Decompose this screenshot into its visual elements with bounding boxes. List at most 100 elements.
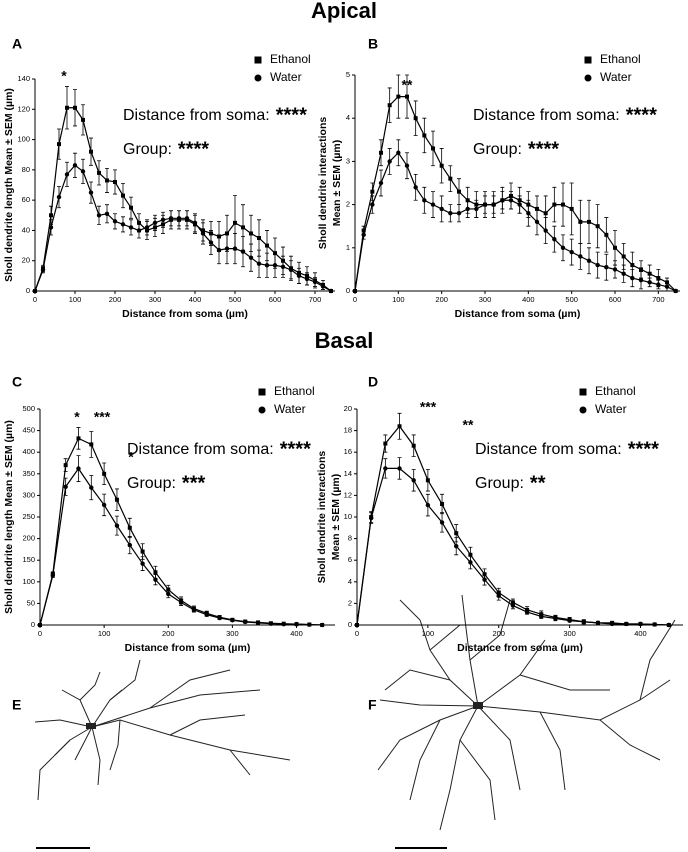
y-tick-label: 2 <box>346 200 350 209</box>
marker <box>526 211 531 216</box>
marker <box>567 618 572 623</box>
marker <box>307 622 312 627</box>
y-tick-label: 60 <box>22 195 30 204</box>
y-tick-label: 40 <box>22 225 30 234</box>
marker <box>604 232 609 237</box>
marker <box>440 502 445 507</box>
marker <box>370 202 375 207</box>
x-tick-label: 400 <box>290 629 303 638</box>
marker <box>37 622 43 628</box>
marker <box>387 103 392 108</box>
marker <box>166 591 171 597</box>
x-tick-label: 100 <box>392 295 405 304</box>
marker <box>584 56 592 64</box>
marker <box>587 219 591 224</box>
marker <box>379 150 383 155</box>
marker <box>64 172 70 177</box>
marker <box>32 288 38 294</box>
marker <box>113 179 117 184</box>
marker <box>319 622 325 628</box>
panel-letter: F <box>368 697 377 713</box>
section-heading: Basal <box>315 328 374 353</box>
marker <box>80 169 86 174</box>
marker <box>496 593 501 599</box>
y-axis-label: Sholl dendrite length Mean ± SEM (µm) <box>3 88 15 282</box>
marker <box>454 531 459 536</box>
marker <box>224 246 230 251</box>
marker <box>647 280 652 285</box>
marker <box>280 264 286 269</box>
stat-label: Distance from soma: <box>123 107 270 124</box>
marker <box>439 206 444 212</box>
marker <box>49 213 53 218</box>
y-tick-label: 450 <box>22 426 35 435</box>
x-tick-label: 300 <box>479 295 492 304</box>
marker <box>76 466 81 471</box>
marker <box>56 194 62 200</box>
panel-letter: B <box>368 36 378 52</box>
marker <box>230 618 235 623</box>
x-tick-label: 100 <box>69 295 82 304</box>
x-tick-label: 0 <box>355 629 359 638</box>
x-axis-label: Distance from soma (µm) <box>122 308 248 320</box>
stat-label: Group: <box>123 141 172 158</box>
marker <box>405 94 409 99</box>
marker <box>422 198 427 203</box>
marker <box>621 271 626 276</box>
x-tick-label: 0 <box>38 629 42 638</box>
x-tick-label: 0 <box>353 295 357 304</box>
marker <box>413 185 418 190</box>
y-tick-label: 350 <box>22 469 35 478</box>
marker <box>191 607 197 613</box>
marker <box>121 193 125 198</box>
x-tick-label: 600 <box>269 295 282 304</box>
marker <box>361 232 366 238</box>
y-tick-label: 5 <box>346 70 350 79</box>
marker <box>584 74 592 82</box>
marker <box>397 424 402 429</box>
marker <box>387 159 392 164</box>
y-tick-label: 2 <box>348 598 352 607</box>
x-tick-label: 400 <box>189 295 202 304</box>
marker <box>378 180 384 186</box>
marker <box>63 463 68 468</box>
marker <box>243 619 248 625</box>
significance: ** <box>463 417 474 433</box>
significance: * <box>74 409 80 425</box>
stat-stars: ** <box>530 472 546 494</box>
marker <box>431 146 435 151</box>
stat-stars: **** <box>528 138 559 160</box>
marker <box>468 560 473 565</box>
x-tick-label: 300 <box>226 629 239 638</box>
marker <box>422 133 427 138</box>
marker <box>604 265 609 270</box>
marker <box>465 206 470 212</box>
marker <box>543 211 548 216</box>
marker <box>200 231 206 236</box>
stat-label: Distance from soma: <box>475 441 622 458</box>
marker <box>160 217 166 223</box>
panel-letter: E <box>12 697 21 713</box>
legend-label: Water <box>595 402 627 416</box>
marker <box>89 485 94 490</box>
significance: *** <box>420 399 437 415</box>
legend-label: Ethanol <box>600 52 641 66</box>
marker <box>383 441 388 446</box>
marker <box>249 231 253 236</box>
significance: *** <box>94 409 111 425</box>
legend-label: Water <box>270 70 302 84</box>
marker <box>543 228 548 233</box>
marker <box>397 466 402 471</box>
marker <box>430 202 436 207</box>
marker <box>192 220 198 226</box>
marker <box>217 615 222 621</box>
marker <box>40 267 46 272</box>
marker <box>241 225 245 230</box>
marker <box>101 502 107 508</box>
marker <box>105 178 109 183</box>
marker <box>539 614 544 619</box>
marker <box>612 267 618 272</box>
marker <box>72 163 78 168</box>
